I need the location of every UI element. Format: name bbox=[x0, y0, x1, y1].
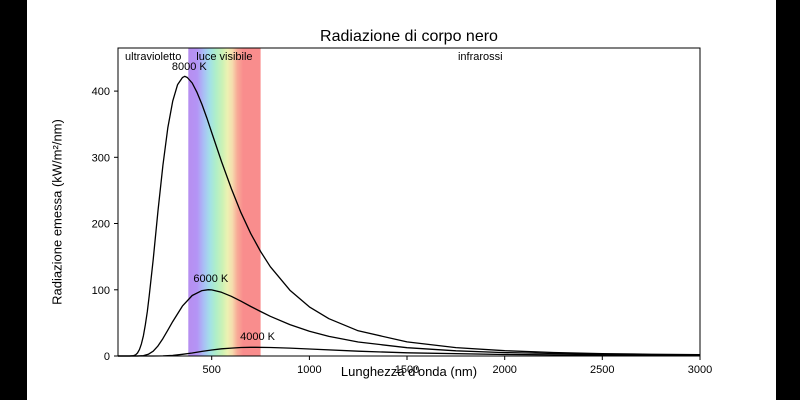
x-axis-label: Lunghezza d'onda (nm) bbox=[340, 364, 478, 379]
region-label-visible-light: luce visibile bbox=[196, 50, 253, 63]
y-axis-label: Radiazione emessa (kW/m²/nm) bbox=[49, 119, 65, 305]
chart-title: Radiazione di corpo nero bbox=[320, 28, 498, 45]
region-label-ultraviolet: ultravioletto bbox=[125, 50, 182, 63]
letterbox-left bbox=[0, 0, 27, 400]
series-label-6000k: 6000 K bbox=[193, 273, 229, 286]
letterbox-right bbox=[776, 0, 800, 400]
region-label-infrared: infrarossi bbox=[457, 50, 503, 63]
series-label-4000k: 4000 K bbox=[240, 330, 276, 343]
series-label-8000k: 8000 K bbox=[171, 60, 207, 73]
